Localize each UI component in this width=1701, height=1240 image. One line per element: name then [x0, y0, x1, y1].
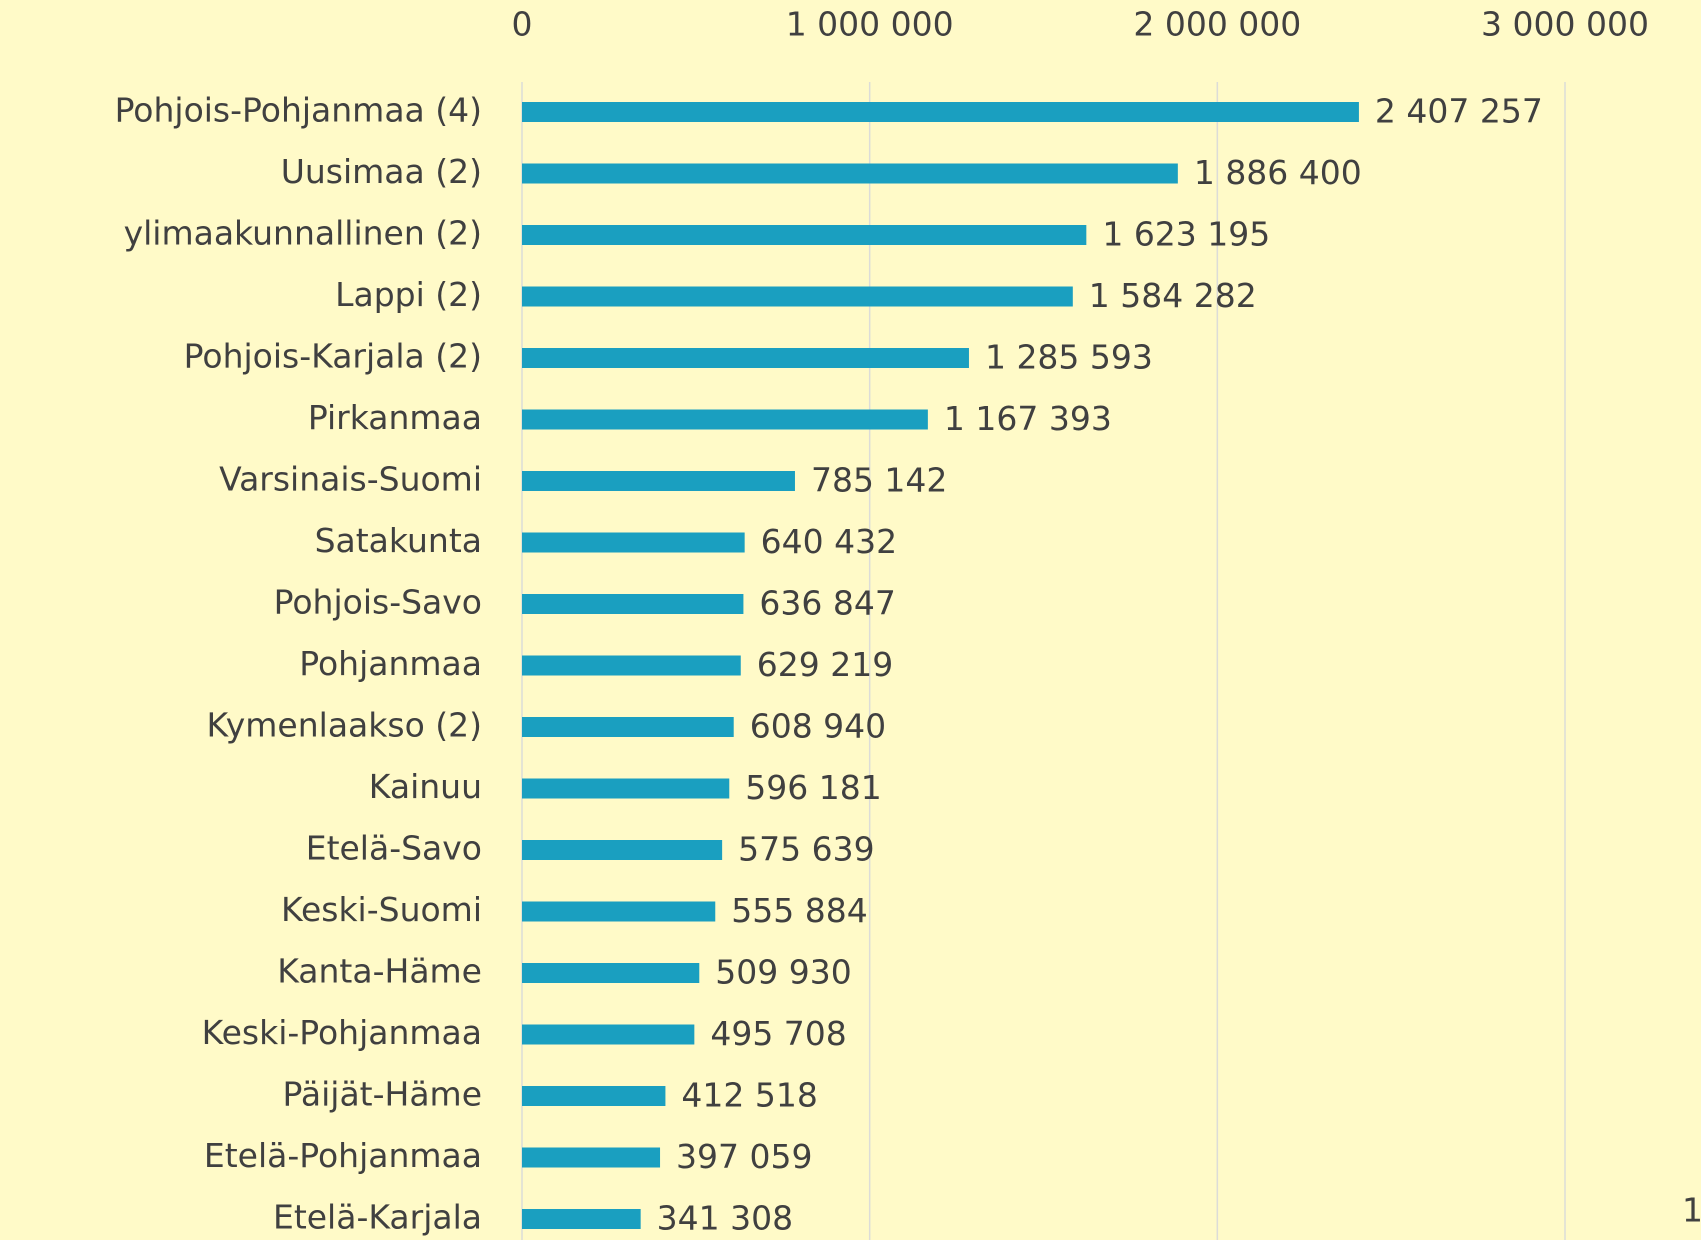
bar	[522, 1024, 695, 1045]
bar	[522, 717, 734, 737]
bar	[522, 532, 745, 553]
y-tick-label: Etelä-Pohjanmaa	[204, 1136, 482, 1175]
y-tick-label: Pohjanmaa	[299, 644, 482, 683]
x-tick-label: 1 000 000	[786, 5, 954, 44]
bar	[522, 840, 723, 860]
y-tick-label: Kanta-Häme	[277, 952, 482, 991]
value-label: 2 407 257	[1375, 92, 1543, 131]
value-label: 397 059	[676, 1137, 812, 1176]
y-tick-label: Etelä-Savo	[306, 829, 482, 868]
value-label: 1 167 393	[944, 399, 1112, 438]
value-label: 596 181	[745, 768, 881, 807]
y-tick-label: Pohjois-Karjala (2)	[184, 337, 482, 376]
y-tick-label: Uusimaa (2)	[281, 152, 482, 191]
x-tick-label: 0	[512, 5, 533, 44]
bar	[522, 901, 716, 922]
x-tick-label: 3 000 000	[1481, 5, 1649, 44]
bar	[522, 1209, 641, 1229]
y-tick-label: Keski-Pohjanmaa	[202, 1013, 482, 1052]
value-label: 636 847	[759, 584, 895, 623]
value-label: 1 623 195	[1102, 215, 1270, 254]
y-tick-label: Lappi (2)	[335, 275, 482, 314]
bar	[522, 348, 969, 368]
value-label: 640 432	[761, 522, 897, 561]
bar	[522, 594, 744, 614]
y-tick-label: Kainuu	[369, 767, 482, 806]
y-tick-label: Pohjois-Savo	[274, 583, 482, 622]
bar	[522, 102, 1359, 122]
value-label: 785 142	[811, 461, 947, 500]
value-label: 495 708	[710, 1014, 846, 1053]
value-label: 509 930	[715, 953, 851, 992]
page-number: 10	[1682, 1191, 1701, 1230]
value-label: 1 886 400	[1194, 153, 1362, 192]
y-tick-label: Pirkanmaa	[308, 398, 482, 437]
bar	[522, 409, 928, 430]
y-tick-label: Keski-Suomi	[281, 890, 482, 929]
value-label: 575 639	[738, 830, 874, 869]
x-tick-label: 2 000 000	[1133, 5, 1301, 44]
value-label: 1 285 593	[985, 338, 1153, 377]
bar	[522, 655, 741, 676]
y-tick-label: Päijät-Häme	[282, 1075, 482, 1114]
value-label: 412 518	[681, 1076, 817, 1115]
bar	[522, 963, 700, 983]
y-tick-label: Etelä-Karjala	[273, 1198, 482, 1237]
y-tick-label: Satakunta	[315, 521, 482, 560]
bar	[522, 1086, 666, 1106]
value-label: 555 884	[731, 891, 867, 930]
value-label: 1 584 282	[1089, 276, 1257, 315]
value-label: 629 219	[757, 645, 893, 684]
y-tick-label: Kymenlaakso (2)	[207, 706, 482, 745]
bar	[522, 225, 1087, 245]
bar	[522, 778, 730, 799]
y-tick-label: Varsinais-Suomi	[219, 460, 482, 499]
value-label: 608 940	[750, 707, 886, 746]
y-tick-label: Pohjois-Pohjanmaa (4)	[115, 91, 482, 130]
bar	[522, 286, 1073, 307]
bar	[522, 471, 795, 491]
bar	[522, 1147, 661, 1168]
bar	[522, 163, 1178, 184]
value-label: 341 308	[657, 1199, 793, 1238]
y-tick-label: ylimaakunnallinen (2)	[124, 214, 482, 253]
